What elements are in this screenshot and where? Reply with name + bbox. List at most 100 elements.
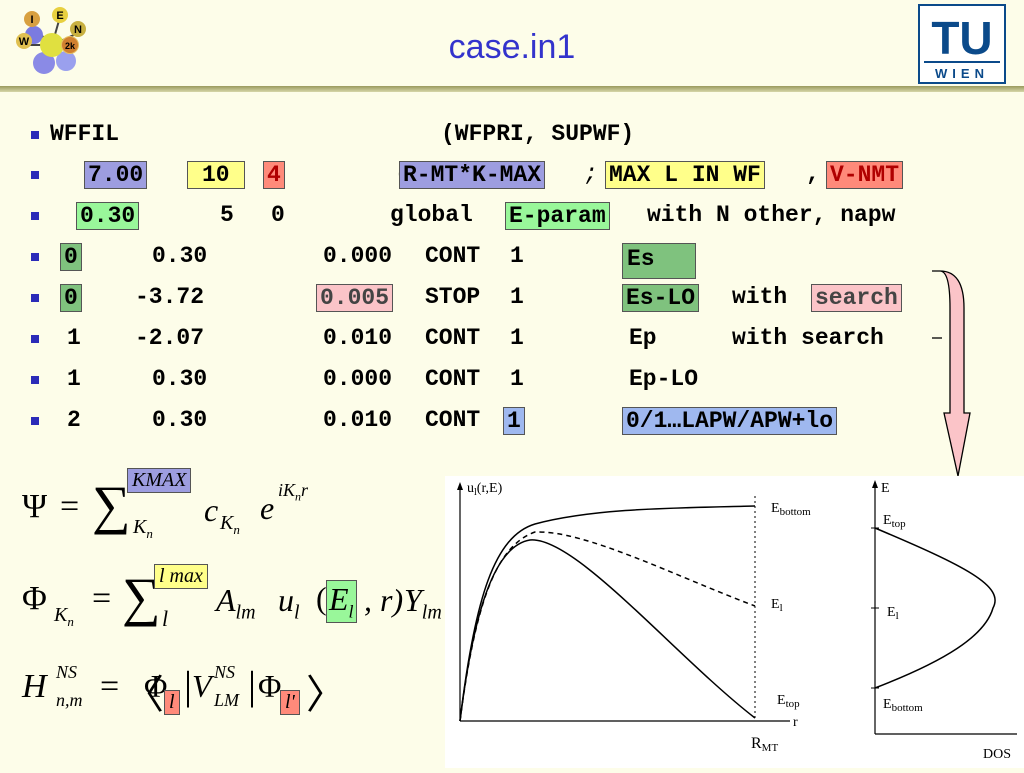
de-value: 0.010: [323, 407, 393, 433]
kmax-label: KMAX: [127, 468, 192, 493]
energy-value: 0.30: [152, 407, 208, 433]
l-value: 2: [67, 407, 81, 433]
h-subscript: n,m: [56, 690, 83, 710]
open-paren: (: [316, 580, 327, 616]
separator: ,: [806, 161, 820, 187]
e-param-label: E-param: [505, 202, 610, 230]
page-title: case.in1: [448, 28, 576, 66]
orbital-label: Ep: [629, 325, 657, 351]
l-value: 0: [60, 284, 82, 312]
switch-value: CONT: [425, 407, 481, 433]
bullet: [31, 376, 39, 384]
e-bottom-curve: [459, 505, 756, 722]
sum-index: Kn: [133, 516, 153, 541]
switch-value: CONT: [425, 243, 481, 269]
e-top-label: Etop: [883, 513, 906, 530]
bullet: [31, 131, 39, 139]
psi-formula: Ψ = ∑ KMAX Kn c Kn e iKnr: [20, 468, 340, 548]
svg-text:N: N: [74, 24, 82, 36]
energy-value: 0.30: [152, 366, 208, 392]
wffil-label: WFFIL: [50, 121, 120, 147]
with-label: with: [732, 284, 788, 310]
sum-index: l: [162, 606, 169, 631]
separator: ;: [584, 161, 598, 187]
right-angle: 〉: [306, 672, 346, 717]
hamiltonian-formula: H NS n,m = 〈 Φ l | V NS LM | Φ l' 〉: [20, 656, 346, 736]
rkmax-label: R-MT*K-MAX: [399, 161, 546, 189]
bullet: [31, 171, 39, 179]
de-value: 0.000: [323, 243, 393, 269]
list-item: 2 0.30 0.010 CONT 1 0/1…LAPW/APW+lo: [0, 404, 1024, 438]
svg-text:2k: 2k: [65, 41, 76, 51]
l-index: l: [164, 690, 180, 715]
phi-formula: Φ Kn = ∑ l max l Alm ul ( El , r) Ylm: [20, 564, 442, 640]
wien2k-logo: I E W N 2k: [16, 7, 86, 74]
dos-label: DOS: [983, 747, 1011, 762]
exponential: e: [260, 490, 275, 526]
search-arrow: [932, 270, 971, 477]
bullet: [31, 335, 39, 343]
orbital-label: Es-LO: [622, 284, 700, 312]
sum-symbol: ∑: [92, 475, 131, 535]
a-coefficient: Alm: [216, 582, 256, 624]
equals-sign: =: [100, 668, 120, 705]
lmax-label: l max: [154, 564, 208, 589]
vnmt-label: V-NMT: [826, 161, 904, 189]
de-value: 0.000: [323, 366, 393, 392]
coefficient-index: Kn: [220, 512, 240, 537]
napw-flag: 1: [503, 407, 525, 435]
bar: |: [248, 663, 257, 708]
phi-ket: Φ: [258, 668, 282, 704]
switch-value: CONT: [425, 366, 481, 392]
e-top-label: Etop: [777, 693, 800, 710]
equals-sign: =: [92, 580, 112, 617]
phi-index: Kn: [54, 604, 74, 629]
l-value: 1: [67, 325, 81, 351]
bullet: [31, 253, 39, 261]
e-l-label: El: [887, 605, 899, 622]
psi-symbol: Ψ: [22, 488, 48, 525]
list-item: WFFIL (WFPRI, SUPWF): [0, 118, 1024, 152]
n-other-value: 5: [220, 202, 234, 228]
v-subscript: LM: [214, 690, 240, 710]
list-item: 0.30 5 0 global E-param with N other, na…: [0, 199, 1024, 233]
rmt-label: RMT: [751, 735, 778, 754]
v-superscript: NS: [214, 662, 236, 682]
v-symbol: V: [192, 668, 212, 704]
energy-value: 0.30: [152, 243, 208, 269]
napw-flag: 1: [510, 325, 524, 351]
l-value: 1: [67, 366, 81, 392]
list-item: 0 -3.72 0.005 STOP 1 Es-LO with search: [0, 281, 1024, 315]
tu-wien-logo: TU WIEN: [918, 4, 1006, 84]
dos-curve: [874, 527, 996, 689]
de-value: 0.005: [316, 284, 394, 312]
x-axis-label: r: [793, 715, 798, 730]
left-angle: 〈: [124, 672, 164, 717]
list-item: 0 0.30 0.000 CONT 1 Es: [0, 240, 1024, 279]
coefficient: c: [204, 492, 219, 528]
list-item: 1 -2.07 0.010 CONT 1 Ep with search: [0, 322, 1024, 356]
phi-symbol: Φ: [22, 580, 47, 617]
orbital-label: Ep-LO: [629, 366, 699, 392]
e-bottom-label: Ebottom: [771, 501, 811, 518]
svg-text:I: I: [30, 14, 33, 26]
list-item: 1 0.30 0.000 CONT 1 Ep-LO: [0, 363, 1024, 397]
lmax-value: 10: [187, 161, 245, 189]
lnsmax-value: 4: [263, 161, 285, 189]
figure-canvas: ul(r,E) r RMT Ebottom El Etop E Etop El …: [457, 480, 1017, 762]
de-value: 0.010: [323, 325, 393, 351]
global-energy-value: 0.30: [76, 202, 140, 230]
svg-text:E: E: [56, 10, 63, 22]
exponent: iKnr: [278, 480, 309, 504]
switch-value: STOP: [425, 284, 481, 310]
bullet: [31, 417, 39, 425]
radial-functions-figure: ul(r,E) r RMT Ebottom El Etop E Etop El …: [445, 476, 1024, 768]
e-bottom-label: Ebottom: [883, 697, 923, 714]
orbital-label: Es: [622, 243, 696, 279]
spherical-harmonic: Ylm: [404, 582, 442, 624]
napw-description: with N other, napw: [647, 202, 896, 228]
bullet: [31, 212, 39, 220]
search-note: with search: [732, 325, 884, 351]
phi-rest: , r): [364, 582, 404, 618]
y-axis-label: ul(r,E): [467, 481, 503, 498]
